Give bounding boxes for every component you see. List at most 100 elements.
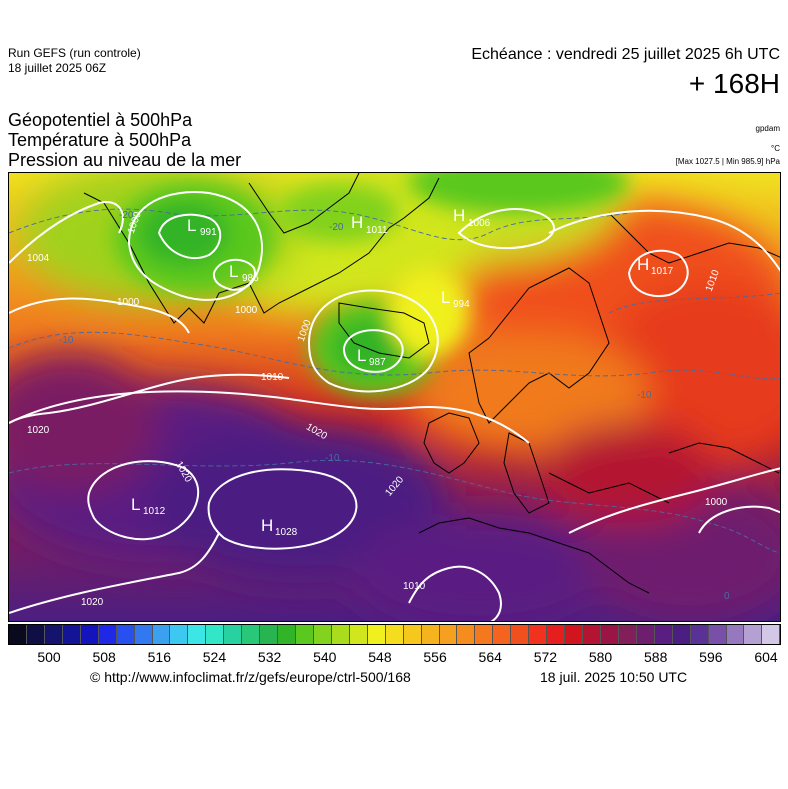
svg-text:1011: 1011	[366, 225, 388, 236]
map-canvas: L 991 L 986 H 1011 H 1006 L 994 H 1017	[9, 173, 780, 621]
svg-text:1017: 1017	[651, 266, 674, 277]
isotherm-label: -20	[119, 210, 134, 221]
color-swatch	[457, 625, 476, 644]
svg-text:1028: 1028	[275, 527, 298, 538]
unit-pressure-range: [Max 1027.5 | Min 985.9] hPa	[675, 157, 780, 166]
isobar-label: 1000	[705, 497, 728, 508]
forecast-lead-time: + 168H	[688, 68, 780, 99]
color-swatch	[385, 625, 404, 644]
isobar-label: 1004	[27, 253, 50, 264]
svg-text:986: 986	[242, 273, 259, 284]
color-swatch	[672, 625, 691, 644]
low-cores	[114, 173, 629, 396]
system-low-987: L 987	[357, 346, 386, 368]
color-swatch	[493, 625, 512, 644]
isotherm-label: -10	[59, 335, 74, 346]
color-swatch	[547, 625, 566, 644]
svg-text:L: L	[229, 262, 238, 281]
unit-geopotential: gpdam	[755, 124, 780, 133]
forecast-map[interactable]: L 991 L 986 H 1011 H 1006 L 994 H 1017	[8, 172, 781, 622]
color-swatch	[403, 625, 422, 644]
color-swatch	[296, 625, 314, 644]
color-swatch	[618, 625, 637, 644]
color-swatch	[170, 625, 189, 644]
scale-tick-label: 500	[37, 649, 61, 665]
product-geopotential: Géopotentiel à 500hPa	[8, 110, 193, 130]
isobar-label: 1000	[117, 297, 140, 308]
isobar-label: 1020	[81, 597, 104, 608]
scale-tick-label: 508	[92, 649, 116, 665]
isobar-label: 1010	[403, 581, 426, 592]
scale-tick-label: 524	[202, 649, 227, 665]
run-date: 18 juillet 2025 06Z	[8, 61, 107, 75]
color-swatch	[62, 625, 81, 644]
svg-text:1012: 1012	[143, 506, 166, 517]
scale-tick-label: 604	[754, 649, 778, 665]
isobars	[9, 191, 780, 621]
color-swatch	[349, 625, 368, 644]
system-high-1006: H 1006	[453, 206, 491, 229]
color-swatch	[44, 625, 63, 644]
isotherm-labels: -20 -20 -10 -10 -10 0	[59, 210, 730, 602]
svg-text:1006: 1006	[468, 218, 491, 229]
scale-tick-label: 588	[644, 649, 668, 665]
scale-tick-label: 596	[699, 649, 723, 665]
svg-text:H: H	[453, 206, 465, 225]
system-high-1011: H 1011	[351, 213, 388, 236]
pressure-systems: L 991 L 986 H 1011 H 1006 L 994 H 1017	[131, 206, 674, 538]
run-title: Run GEFS (run controle)	[8, 46, 141, 60]
system-high-1028: H 1028	[261, 516, 298, 538]
system-low-1012: L 1012	[131, 495, 166, 517]
isobar-label: 1020	[27, 425, 50, 436]
color-swatch	[654, 625, 673, 644]
color-swatch	[511, 625, 530, 644]
color-swatch	[26, 625, 45, 644]
svg-text:994: 994	[453, 299, 470, 310]
color-swatch	[98, 625, 117, 644]
scale-tick-label: 540	[313, 649, 337, 665]
color-swatch	[636, 625, 655, 644]
color-swatch	[9, 625, 27, 644]
color-swatch	[224, 625, 243, 644]
color-swatch	[726, 625, 745, 644]
color-swatch	[439, 625, 458, 644]
color-scale-bar	[8, 624, 781, 645]
scale-tick-label: 516	[147, 649, 171, 665]
color-swatch	[152, 625, 171, 644]
color-swatch	[116, 625, 135, 644]
color-swatch	[260, 625, 279, 644]
scale-tick-label: 556	[423, 649, 447, 665]
isotherms	[9, 208, 780, 554]
color-swatch	[134, 625, 153, 644]
color-swatch	[367, 625, 386, 644]
isotherm-label: -10	[325, 453, 340, 464]
color-swatch	[206, 625, 225, 644]
source-credit: © http://www.infoclimat.fr/z/gefs/europe…	[90, 669, 411, 685]
scale-tick-label: 548	[368, 649, 392, 665]
svg-text:991: 991	[200, 227, 217, 238]
forecast-valid-time: Echéance : vendredi 25 juillet 2025 6h U…	[471, 46, 780, 63]
isotherm-label: -10	[637, 390, 652, 401]
svg-text:L: L	[441, 288, 450, 307]
isobar-label: 1000	[235, 305, 258, 316]
color-swatch	[475, 625, 494, 644]
system-low-991: L 991	[187, 216, 217, 238]
svg-text:L: L	[131, 495, 140, 514]
color-swatch	[600, 625, 619, 644]
generated-time: 18 juil. 2025 10:50 UTC	[540, 669, 688, 685]
color-swatch	[80, 625, 99, 644]
svg-text:H: H	[261, 516, 273, 535]
isobar-label: 1010	[261, 372, 284, 383]
svg-text:H: H	[351, 213, 363, 232]
svg-text:H: H	[637, 255, 649, 274]
color-swatch	[331, 625, 350, 644]
color-swatch	[762, 625, 781, 644]
color-swatch	[708, 625, 727, 644]
system-high-1017: H 1017	[637, 255, 674, 277]
svg-text:987: 987	[369, 357, 386, 368]
product-temperature: Température à 500hPa	[8, 130, 192, 150]
system-low-986: L 986	[229, 262, 259, 284]
svg-text:L: L	[187, 216, 196, 235]
system-low-994: L 994	[441, 288, 470, 310]
color-swatch	[529, 625, 548, 644]
